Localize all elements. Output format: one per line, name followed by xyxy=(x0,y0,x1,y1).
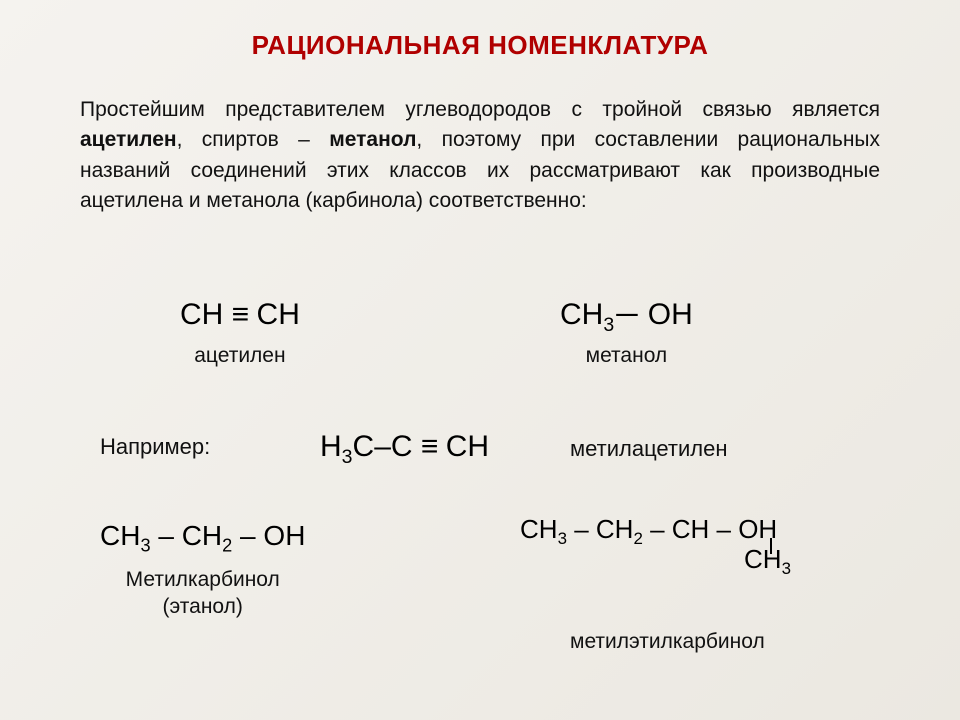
intro-bold-methanol: метанол xyxy=(329,128,416,151)
intro-paragraph: Простейшим представителем углеводородов … xyxy=(80,95,880,217)
formula-ethanol-label-2: (этанол) xyxy=(100,593,305,620)
formula-methylacetylene: H3C–C ≡ CH xyxy=(320,430,489,464)
formula-methylacetylene-label: метилацетилен xyxy=(570,436,728,462)
page-title: РАЦИОНАЛЬНАЯ НОМЕНКЛАТУРА xyxy=(0,30,960,61)
intro-bold-acetylene: ацетилен xyxy=(80,128,177,151)
formula-methanol-structure: CH3─ OH xyxy=(560,298,693,331)
formula-butanol-branch: CH3 xyxy=(744,544,791,575)
formula-butanol: CH3 – CH2 – CH – OH CH3 xyxy=(520,514,777,545)
formula-acetylene: CH ≡ CH ацетилен xyxy=(180,298,300,368)
formula-butanol-main: CH3 – CH2 – CH – OH xyxy=(520,514,777,544)
intro-text-2: , спиртов – xyxy=(177,128,330,151)
example-label: Например: xyxy=(100,434,210,460)
formula-methanol: CH3─ OH метанол xyxy=(560,298,693,368)
formula-ethanol-label-1: Метилкарбинол xyxy=(100,566,305,593)
formula-butanol-label: метилэтилкарбинол xyxy=(570,630,765,654)
formula-acetylene-structure: CH ≡ CH xyxy=(180,298,300,331)
formula-methanol-label: метанол xyxy=(560,344,693,368)
formula-ethanol-structure: CH3 – CH2 – OH xyxy=(100,520,305,551)
formula-acetylene-label: ацетилен xyxy=(180,344,300,368)
formula-ethanol: CH3 – CH2 – OH Метилкарбинол (этанол) xyxy=(100,520,305,621)
intro-text-1: Простейшим представителем углеводородов … xyxy=(80,98,880,121)
